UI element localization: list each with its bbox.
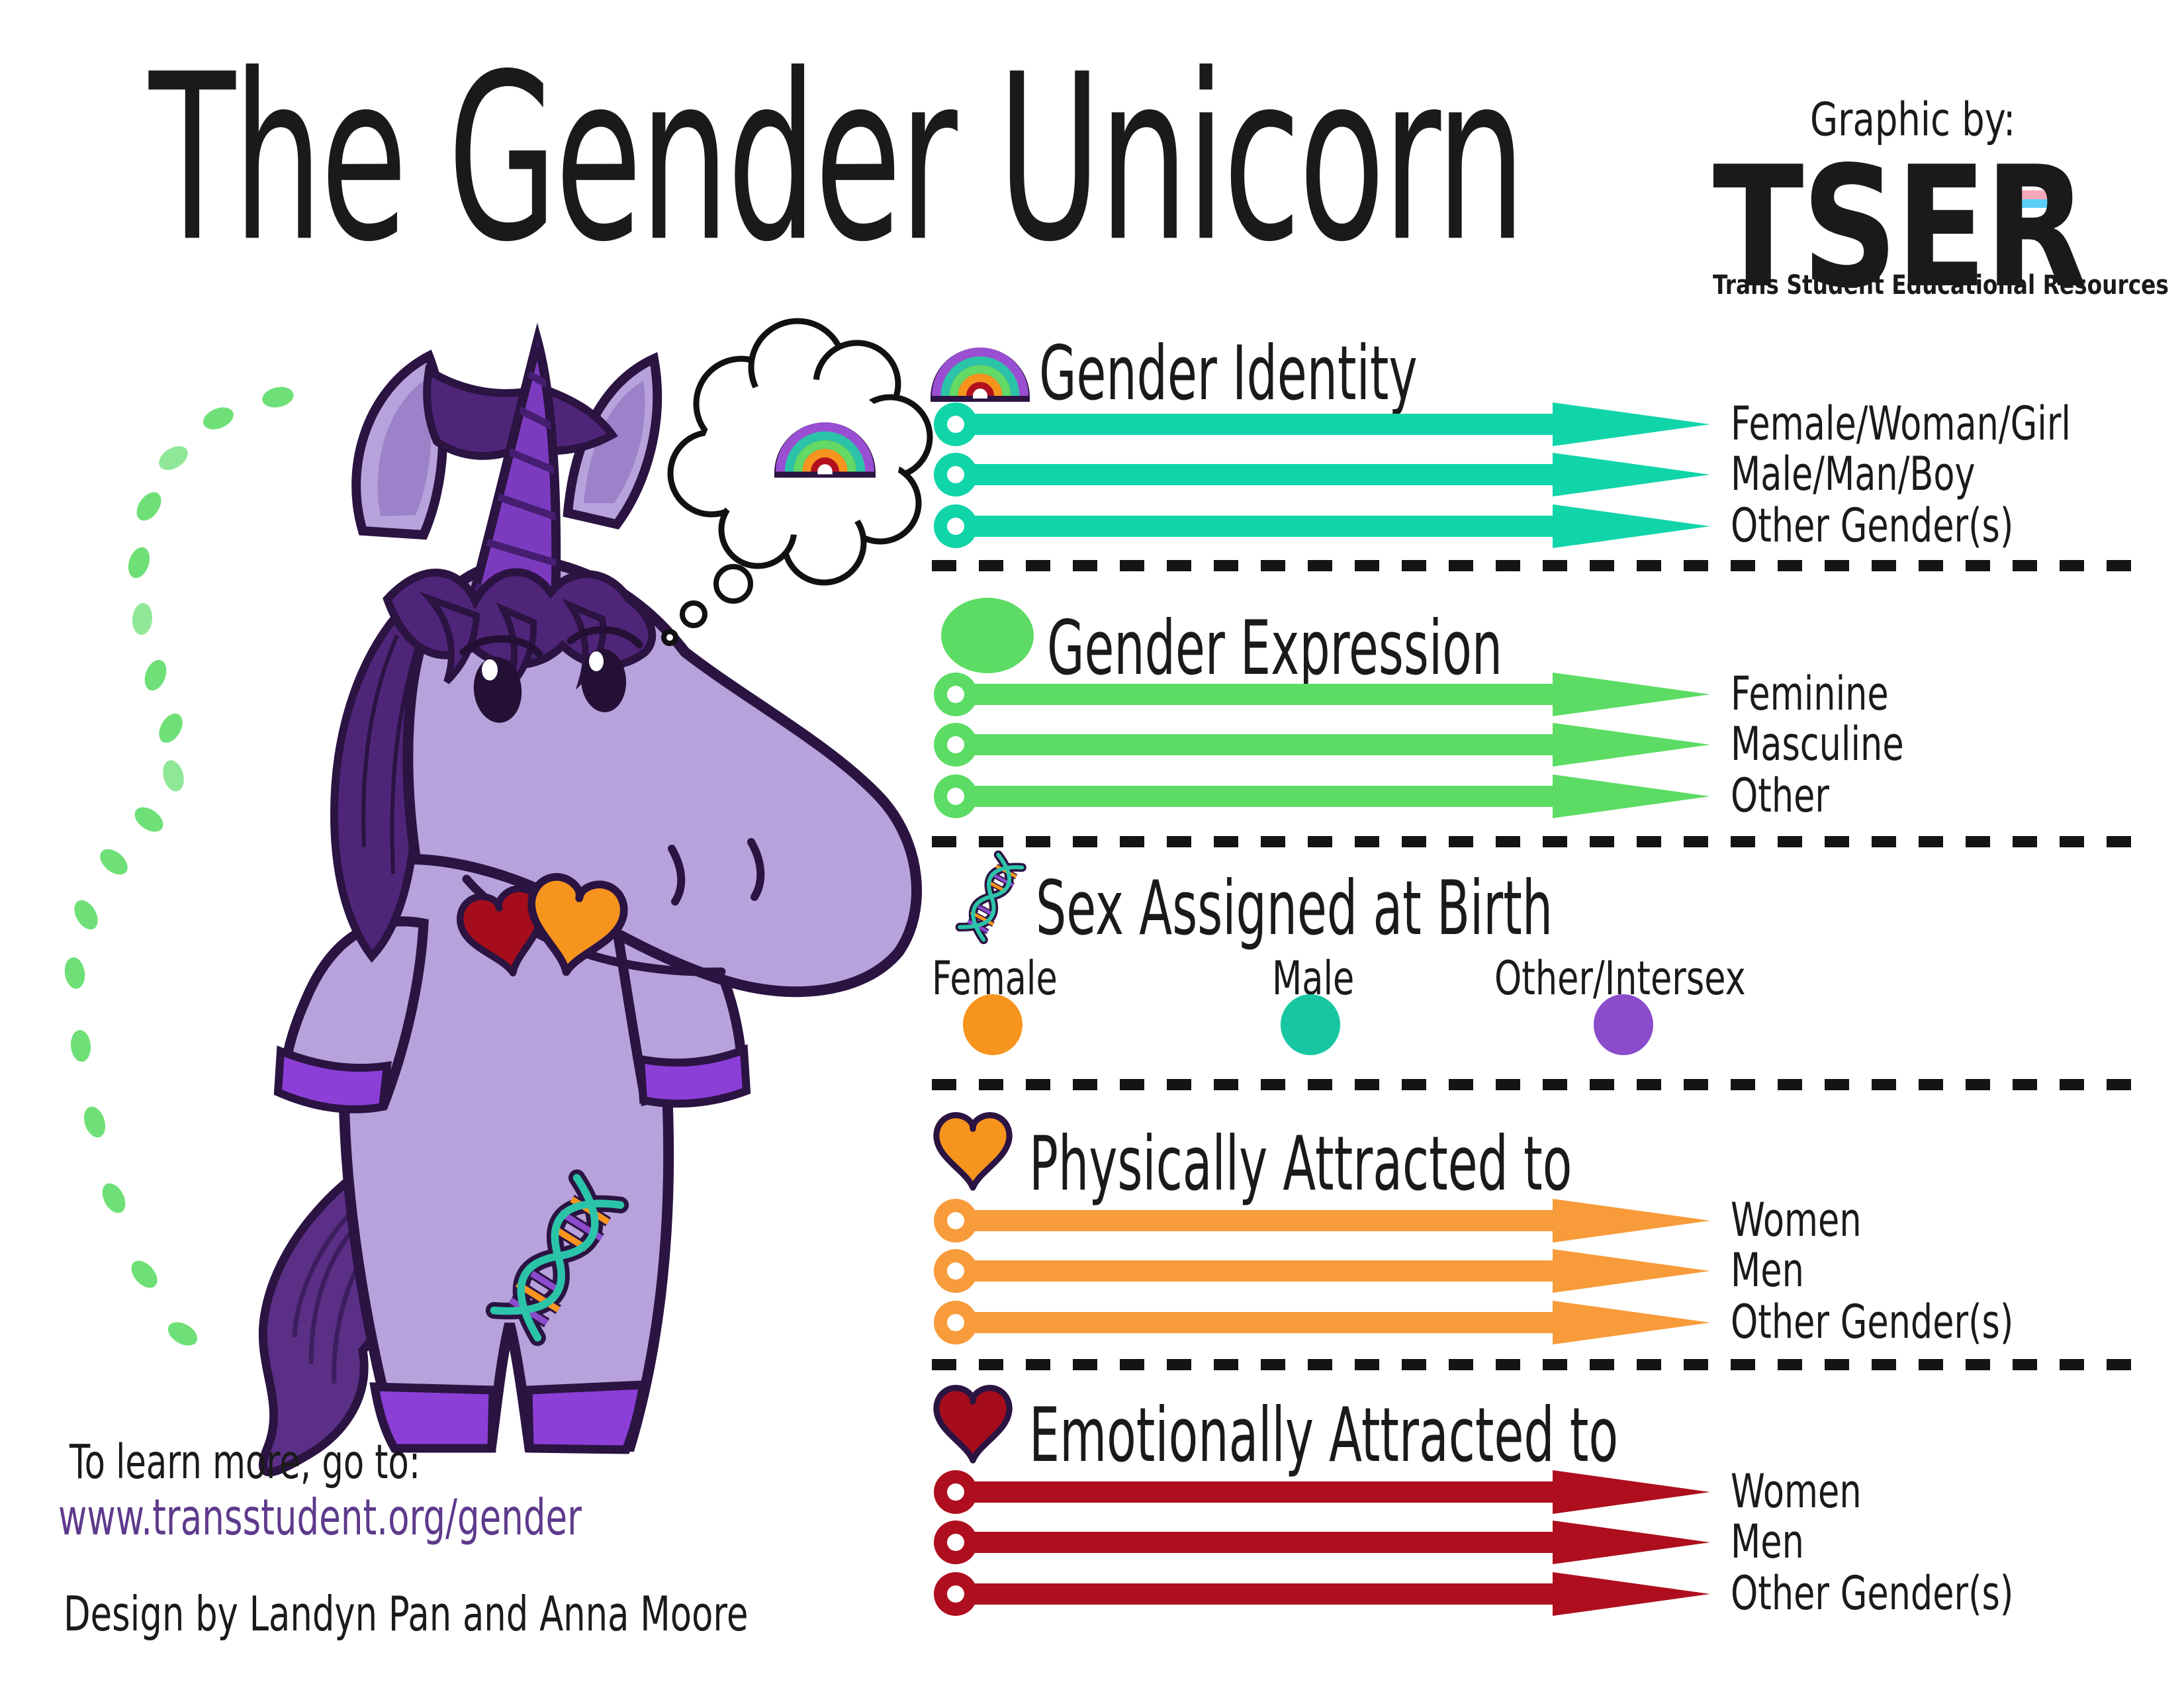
logo-graphic-by: Graphic by:: [1810, 94, 2016, 147]
row-label: Other: [1731, 769, 1830, 823]
row-label: Male/Man/Boy: [1731, 447, 1976, 502]
row-label: Masculine: [1731, 718, 1904, 772]
unicorn-eyes: [459, 626, 643, 723]
row-label: Female/Woman/Girl: [1731, 397, 2071, 451]
unicorn-nostrils: [668, 838, 765, 906]
tser-subtitle: Trans Student Educational Resources: [1713, 270, 2169, 301]
row-label: Other Gender(s): [1731, 1295, 2014, 1350]
other-intersex-dot: [1594, 994, 1653, 1055]
section-title-physically-attracted: Physically Attracted to: [1029, 1120, 1572, 1208]
spectrum-arrow: [934, 1572, 1710, 1616]
design-credit: Design by Landyn Pan and Anna Moore: [64, 1586, 749, 1642]
thought-bubble: [661, 318, 933, 646]
spectrum-arrow: [934, 453, 1710, 496]
orange-heart-icon: [933, 1109, 1013, 1193]
website-url: www.transstudent.org/gender: [58, 1489, 582, 1547]
female-dot: [963, 994, 1023, 1055]
learn-more-text: To learn more, go to:: [69, 1435, 421, 1490]
section-title-gender-expression: Gender Expression: [1047, 604, 1503, 692]
row-label: Other Gender(s): [1731, 1567, 2014, 1621]
row-label: Women: [1731, 1194, 1862, 1248]
spectrum-arrow: [934, 1470, 1710, 1514]
unicorn: [258, 322, 923, 1477]
section-title-gender-identity: Gender Identity: [1039, 330, 1418, 418]
spectrum-arrow: [934, 1301, 1710, 1344]
tser-logo: TSER: [1713, 131, 2087, 325]
rainbow-icon: [931, 315, 1030, 404]
dashed-separator: [932, 1079, 2133, 1090]
row-label: Women: [1731, 1465, 1862, 1519]
spectrum-arrow: [934, 1199, 1710, 1243]
row-label: Other Gender(s): [1731, 499, 2014, 553]
dashed-separator: [932, 836, 2133, 847]
green-dots-arc: [64, 387, 294, 1346]
section-title-sex-assigned-at-birth: Sex Assigned at Birth: [1036, 865, 1553, 953]
leg-cuff: [369, 1382, 498, 1453]
spectrum-arrow: [934, 402, 1710, 446]
section-title-emotionally-attracted: Emotionally Attracted to: [1029, 1391, 1619, 1479]
dashed-separator: [932, 560, 2133, 571]
row-label: Men: [1731, 1515, 1804, 1570]
spectrum-arrow: [934, 774, 1710, 818]
spectrum-arrow: [934, 673, 1710, 716]
row-label: Feminine: [1731, 667, 1889, 722]
leg-cuff: [523, 1380, 649, 1454]
arm-cuff: [273, 1045, 392, 1113]
spectrum-arrow: [934, 504, 1710, 548]
dark-red-heart-icon: [933, 1382, 1013, 1466]
spectrum-arrow: [934, 723, 1710, 767]
male-dot: [1281, 994, 1340, 1055]
spectrum-arrow: [934, 1521, 1710, 1564]
trans-flag-icon: [2013, 164, 2056, 208]
dna-icon: [942, 846, 1042, 952]
spectrum-arrow: [934, 1249, 1710, 1293]
page-title: The Gender Unicorn: [149, 25, 1526, 293]
arm-cuff: [636, 1044, 751, 1108]
green-circle-icon: [941, 598, 1034, 673]
dashed-separator: [932, 1359, 2133, 1370]
row-label: Men: [1731, 1244, 1804, 1298]
